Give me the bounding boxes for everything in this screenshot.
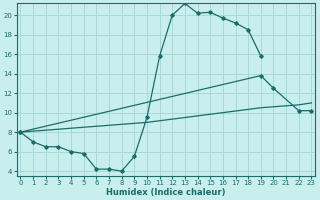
X-axis label: Humidex (Indice chaleur): Humidex (Indice chaleur) xyxy=(106,188,226,197)
